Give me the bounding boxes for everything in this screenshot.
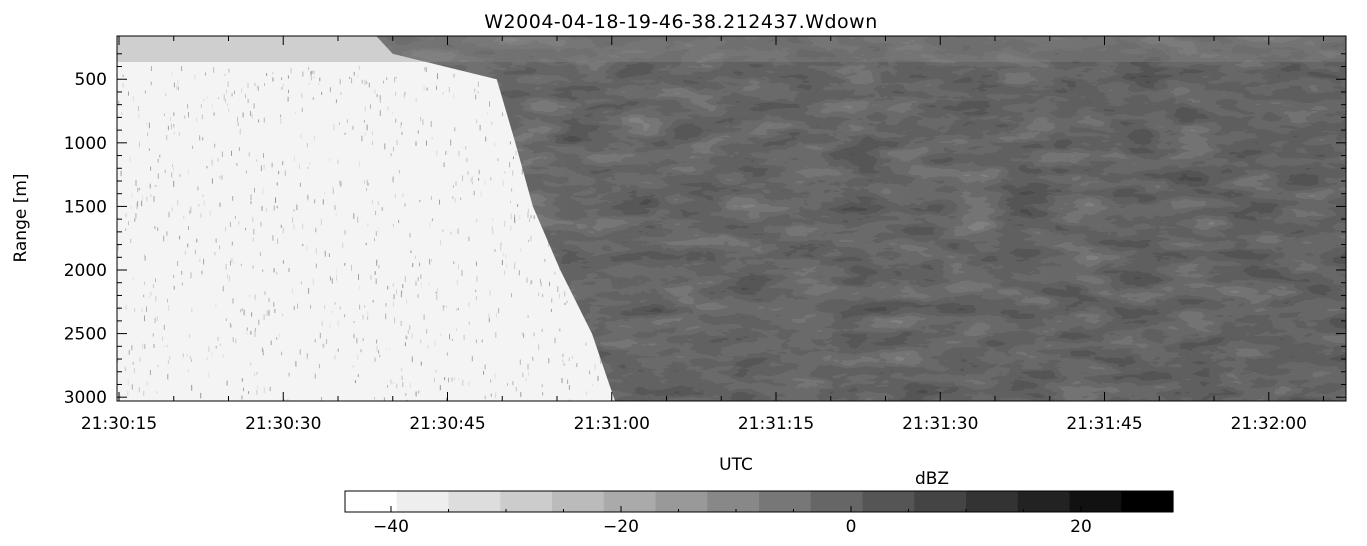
colorbar-tick-label: 20	[1070, 517, 1092, 537]
x-tick-label: 21:32:00	[1231, 414, 1307, 434]
colorbar-swatch	[345, 491, 398, 512]
colorbar-label: dBZ	[915, 469, 949, 489]
y-tick-label: 3000	[64, 388, 107, 408]
x-tick-label: 21:31:45	[1066, 414, 1142, 434]
y-axis: 500 1000 1500 2000 2500 3000	[64, 53, 1346, 408]
colorbar-swatch	[707, 491, 760, 512]
colorbar-swatch	[396, 491, 450, 512]
x-tick-label: 21:30:15	[81, 414, 157, 434]
x-tick-label: 21:30:30	[245, 414, 321, 434]
colorbar-swatch	[500, 491, 553, 512]
x-axis: 21:30:15 21:30:30 21:30:45 21:31:00 21:31:15…	[81, 36, 1324, 434]
colorbar-swatch	[448, 491, 501, 512]
colorbar-swatch	[655, 491, 708, 512]
colorbar-tick-label: 0	[846, 517, 857, 537]
colorbar-swatch	[914, 491, 967, 512]
colorbar-swatch	[966, 491, 1019, 512]
colorbar-swatch	[810, 491, 864, 512]
colorbar-swatch	[1017, 491, 1071, 512]
x-tick-label: 21:30:45	[409, 414, 485, 434]
colorbar: −40 −20 0 20	[344, 490, 1174, 537]
x-tick-label: 21:31:15	[738, 414, 814, 434]
colorbar-swatch	[862, 491, 915, 512]
plot-area	[117, 36, 1346, 401]
y-tick-label: 1500	[64, 197, 107, 217]
y-tick-label: 2000	[64, 261, 107, 281]
colorbar-frame	[344, 490, 1174, 513]
colorbar-swatch	[759, 491, 812, 512]
colorbar-tick-label: −40	[373, 517, 409, 537]
y-axis-label: Range [m]	[11, 173, 31, 262]
plot-frame	[116, 35, 1347, 402]
colorbar-swatch	[552, 491, 605, 512]
y-tick-label: 1000	[64, 134, 107, 154]
colorbar-swatch	[603, 491, 657, 512]
y-tick-label: 2500	[64, 325, 107, 345]
near-field-band	[117, 36, 1346, 62]
x-tick-label: 21:31:30	[902, 414, 978, 434]
chart-title: W2004-04-18-19-46-38.212437.Wdown	[484, 11, 877, 33]
colorbar-swatch	[1121, 491, 1174, 512]
colorbar-swatch	[1069, 491, 1122, 512]
y-tick-label: 500	[75, 70, 107, 90]
clear-air-speckle	[117, 66, 602, 401]
colorbar-tick-label: −20	[603, 517, 639, 537]
x-axis-label: UTC	[719, 455, 753, 475]
x-tick-label: 21:31:00	[574, 414, 650, 434]
